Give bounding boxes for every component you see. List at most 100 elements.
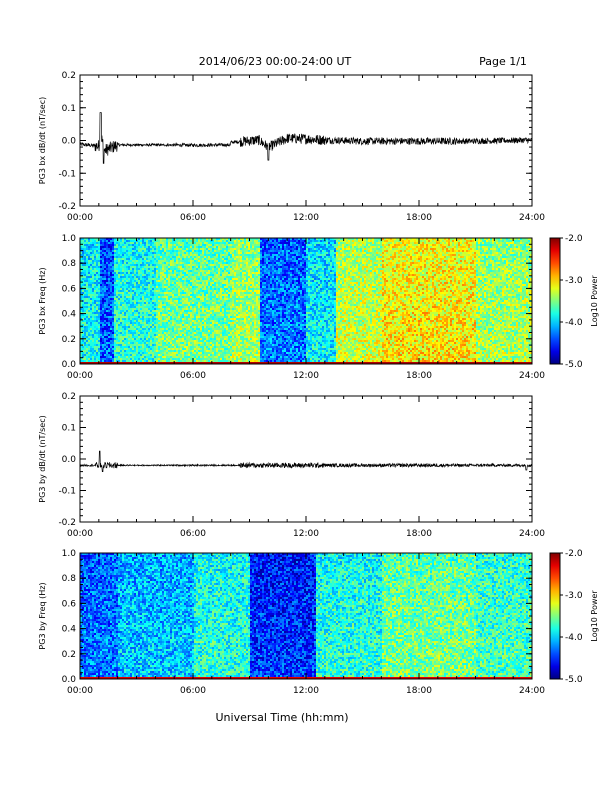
heat-cell [228, 332, 230, 334]
heat-cell [172, 246, 174, 248]
heat-cell [102, 296, 104, 298]
heat-cell [104, 312, 106, 314]
heat-cell [104, 296, 106, 298]
heat-cell [82, 242, 84, 244]
heat-cell [156, 258, 158, 260]
heat-cell [204, 256, 206, 258]
heat-cell [168, 248, 170, 250]
heat-cell [86, 244, 88, 246]
heat-cell [98, 300, 100, 302]
heat-cell [136, 344, 138, 346]
heat-cell [182, 278, 184, 280]
heat-cell [126, 296, 128, 298]
heat-cell [114, 308, 116, 310]
heat-cell [224, 304, 226, 306]
heat-cell [136, 246, 138, 248]
heat-cell [180, 238, 182, 240]
heat-cell [196, 346, 198, 348]
heat-cell [200, 316, 202, 318]
heat-cell [130, 358, 132, 360]
heat-cell [202, 244, 204, 246]
heat-cell [112, 340, 114, 342]
heat-cell [206, 338, 208, 340]
heat-cell [192, 348, 194, 350]
heat-cell [228, 330, 230, 332]
heat-cell [126, 306, 128, 308]
heat-cell [216, 266, 218, 268]
heat-cell [108, 252, 110, 254]
heat-cell [148, 348, 150, 350]
heat-cell [102, 268, 104, 270]
heat-cell [122, 320, 124, 322]
heat-cell [164, 284, 166, 286]
heat-cell [162, 324, 164, 326]
heat-cell [120, 352, 122, 354]
heat-cell [128, 268, 130, 270]
heat-cell [216, 282, 218, 284]
heat-cell [218, 306, 220, 308]
heat-cell [122, 356, 124, 358]
heat-cell [186, 324, 188, 326]
heat-cell [224, 272, 226, 274]
heat-cell [86, 352, 88, 354]
heat-cell [176, 272, 178, 274]
heat-cell [188, 308, 190, 310]
heat-cell [218, 354, 220, 356]
heat-cell [112, 250, 114, 252]
heat-cell [84, 340, 86, 342]
heat-cell [130, 322, 132, 324]
heat-cell [202, 270, 204, 272]
heat-cell [214, 336, 216, 338]
heat-cell [184, 350, 186, 352]
heat-cell [178, 238, 180, 240]
heat-cell [118, 350, 120, 352]
heat-cell [196, 276, 198, 278]
heat-cell [82, 356, 84, 358]
heat-cell [84, 292, 86, 294]
heat-cell [220, 268, 222, 270]
heat-cell [206, 328, 208, 330]
heat-cell [182, 294, 184, 296]
heat-cell [96, 252, 98, 254]
heat-cell [154, 358, 156, 360]
heat-cell [96, 286, 98, 288]
heat-cell [118, 254, 120, 256]
heat-cell [170, 256, 172, 258]
heat-cell [80, 354, 82, 356]
heat-cell [154, 284, 156, 286]
heat-cell [180, 290, 182, 292]
heat-cell [196, 312, 198, 314]
heat-cell [98, 332, 100, 334]
heat-cell [144, 362, 146, 364]
heat-cell [122, 262, 124, 264]
heat-cell [164, 354, 166, 356]
heat-cell [150, 340, 152, 342]
heat-cell [204, 344, 206, 346]
heat-cell [182, 326, 184, 328]
heat-cell [124, 256, 126, 258]
heat-cell [146, 346, 148, 348]
heat-cell [158, 284, 160, 286]
heat-cell [140, 242, 142, 244]
heat-cell [180, 352, 182, 354]
heat-cell [160, 286, 162, 288]
heat-cell [106, 254, 108, 256]
heat-cell [108, 284, 110, 286]
heat-cell [232, 358, 234, 360]
heat-cell [168, 276, 170, 278]
heat-cell [106, 300, 108, 302]
heat-cell [150, 308, 152, 310]
heat-cell [136, 266, 138, 268]
heat-cell [190, 330, 192, 332]
heat-cell [160, 358, 162, 360]
heat-cell [142, 280, 144, 282]
heat-cell [200, 326, 202, 328]
heat-cell [100, 268, 102, 270]
heat-cell [186, 356, 188, 358]
heat-cell [218, 304, 220, 306]
heat-cell [140, 302, 142, 304]
heat-cell [132, 318, 134, 320]
heat-cell [200, 362, 202, 364]
heat-cell [206, 332, 208, 334]
heat-cell [182, 358, 184, 360]
